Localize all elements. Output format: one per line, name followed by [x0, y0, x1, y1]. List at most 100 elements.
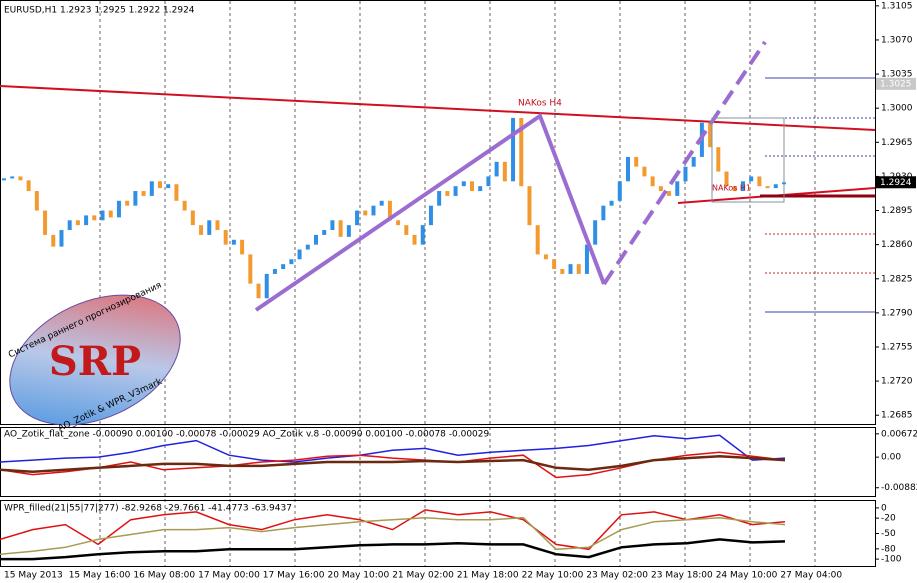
price-bar — [428, 205, 433, 226]
price-bar — [223, 230, 228, 245]
price-bar — [289, 259, 294, 265]
price-bar — [757, 176, 762, 187]
y-tick-label: 1.2860 — [881, 240, 913, 250]
price-bar — [26, 180, 31, 192]
price-bar — [732, 186, 737, 192]
price-bar — [174, 184, 179, 201]
price-bar — [264, 273, 269, 299]
price-bar — [100, 210, 105, 221]
price-tag — [876, 176, 916, 189]
price-bar — [43, 210, 48, 235]
price-bar — [149, 181, 154, 196]
price-bar — [740, 181, 745, 192]
price-bar — [552, 259, 557, 270]
y-tick-label: 1.2895 — [881, 206, 913, 216]
y-tick-label: 1.3070 — [881, 35, 913, 45]
price-bar — [502, 161, 507, 182]
x-tick-label: 15 May 2013 — [4, 571, 63, 581]
price-tag — [876, 77, 916, 90]
price-bar — [535, 225, 540, 255]
price-bar — [683, 166, 688, 182]
price-bar — [59, 230, 64, 247]
x-tick-label: 23 May 18:00 — [651, 571, 713, 581]
y-tick-label: 1.2685 — [881, 411, 913, 421]
price-bar — [593, 220, 598, 245]
price-bar — [256, 283, 261, 299]
price-bar — [658, 186, 663, 192]
price-bar — [527, 186, 532, 226]
price-bar — [749, 176, 754, 182]
price-bar — [724, 171, 729, 187]
x-tick-label: 22 May 10:00 — [522, 571, 584, 581]
price-bar — [75, 220, 80, 226]
chart-title: EURUSD,H1 1.2923 1.2925 1.2922 1.2924 — [4, 6, 195, 16]
price-bar — [543, 254, 548, 260]
vertical-grid — [99, 1, 816, 566]
price-bar — [584, 244, 589, 274]
y-tick-label: -80 — [881, 544, 896, 554]
price-bar — [470, 181, 474, 192]
y-tick-label: 0.00 — [881, 453, 901, 463]
price-bar — [716, 147, 721, 172]
price-bar — [396, 220, 401, 226]
x-tick-label: 17 May 16:00 — [263, 571, 325, 581]
price-bar — [84, 215, 89, 226]
y-tick-label: -20 — [881, 514, 896, 524]
price-bar — [207, 220, 212, 235]
price-bar — [338, 220, 343, 237]
price-bar — [420, 225, 425, 245]
indicator-line — [0, 434, 786, 463]
price-bar — [215, 220, 220, 231]
annotation: NAKos H1 — [712, 184, 751, 193]
y-tick-label: 1.3035 — [881, 70, 913, 80]
logo: Система раннего прогнозирования SRP AO_Z… — [7, 280, 181, 434]
price-bar — [108, 210, 113, 218]
price-bar — [601, 205, 606, 221]
ao-title: AO_Zotik_flat_zone -0.00090 0.00100 -0.0… — [4, 430, 489, 440]
price-bar — [51, 234, 56, 247]
price-bar — [199, 225, 204, 235]
price-bar — [133, 191, 138, 206]
price-bar — [511, 117, 516, 182]
price-bar — [182, 200, 187, 211]
y-tick-label: 1.2825 — [881, 274, 913, 284]
price-bar — [67, 220, 72, 231]
price-panel — [0, 0, 876, 425]
price-bar — [2, 178, 6, 181]
price-tag-label: 1.3025 — [880, 79, 912, 89]
price-bar — [387, 200, 392, 221]
price-bar — [158, 181, 162, 189]
y-tick-label: 1.3105 — [881, 1, 913, 11]
x-tick-label: 21 May 02:00 — [392, 571, 454, 581]
price-bar — [494, 161, 499, 177]
indicator-line — [0, 516, 786, 555]
price-bar — [773, 184, 778, 189]
y-tick-label: 0.00672 — [881, 429, 917, 439]
price-bar — [708, 122, 713, 148]
y-tick-label: 1.2965 — [881, 138, 913, 148]
price-bar — [346, 225, 351, 237]
price-bar — [363, 210, 368, 216]
price-bar — [445, 191, 450, 196]
price-bar — [519, 117, 524, 187]
y-tick-label: 0 — [881, 503, 887, 513]
y-tick-label: 1.2755 — [881, 342, 913, 352]
price-bar — [190, 210, 195, 226]
price-bar — [231, 239, 236, 245]
indicator-line — [0, 538, 786, 561]
indicator-line — [0, 454, 786, 473]
price-bar — [18, 176, 23, 181]
x-tick-label: 23 May 02:00 — [586, 571, 648, 581]
price-bar — [461, 181, 466, 187]
wpr-title: WPR_filled(21|55|77|277) -82.9268 -29.76… — [4, 504, 292, 514]
price-bar — [486, 176, 491, 187]
price-bar — [560, 269, 565, 274]
price-bar — [642, 166, 647, 177]
x-tick-label: 16 May 08:00 — [133, 571, 195, 581]
price-bar — [453, 186, 458, 196]
price-bar — [166, 184, 171, 189]
price-bar — [34, 191, 39, 211]
price-bar — [626, 156, 630, 182]
annotation: NAKos H4 — [518, 99, 562, 109]
